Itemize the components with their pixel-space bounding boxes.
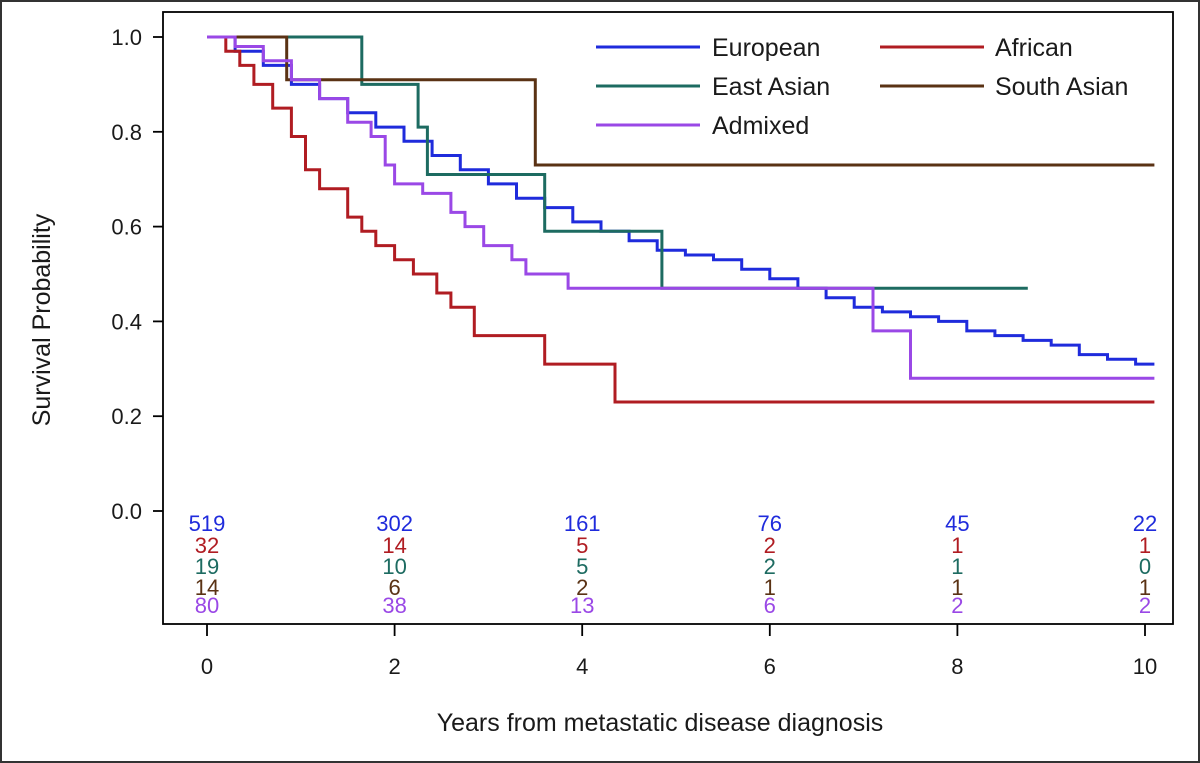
- series-line-african: [207, 35, 1155, 404]
- risk-count-african: 14: [382, 533, 406, 558]
- risk-count-admixed: 6: [764, 593, 776, 618]
- legend-label: East Asian: [712, 73, 830, 101]
- y-tick-label: 0.4: [111, 309, 142, 334]
- risk-count-european: 22: [1133, 511, 1157, 536]
- x-tick-label: 2: [388, 654, 400, 679]
- series-layer: [207, 35, 1155, 404]
- risk-count-south-asian: 1: [1139, 575, 1151, 600]
- risk-count-african: 1: [951, 533, 963, 558]
- y-tick-label: 0.6: [111, 215, 142, 240]
- legend-item-african: African: [880, 34, 1073, 62]
- risk-count-european: 161: [564, 511, 601, 536]
- risk-count-south-asian: 1: [951, 575, 963, 600]
- y-tick-label: 1.0: [111, 25, 142, 50]
- risk-count-european: 302: [376, 511, 413, 536]
- risk-count-east-asian: 5: [576, 554, 588, 579]
- y-axis: 0.0 0.2 0.4 0.6 0.8 1.0: [111, 25, 163, 524]
- risk-count-east-asian: 0: [1139, 554, 1151, 579]
- series-line-east-asian: [207, 35, 1028, 290]
- x-tick-label: 6: [764, 654, 776, 679]
- legend-item-admixed: Admixed: [596, 112, 809, 140]
- risk-count-admixed: 2: [1139, 593, 1151, 618]
- y-tick-label: 0.8: [111, 120, 142, 145]
- plot-frame: [162, 11, 1174, 625]
- x-axis-label: Years from metastatic disease diagnosis: [437, 709, 884, 737]
- risk-count-south-asian: 2: [576, 575, 588, 600]
- x-tick-label: 4: [576, 654, 588, 679]
- series-line-european: [207, 35, 1155, 366]
- legend-label: European: [712, 34, 820, 62]
- legend-label: South Asian: [995, 73, 1128, 101]
- risk-count-african: 32: [195, 533, 219, 558]
- series-line-admixed: [207, 35, 1155, 380]
- risk-count-east-asian: 10: [382, 554, 406, 579]
- risk-count-east-asian: 19: [195, 554, 219, 579]
- x-tick-label: 10: [1133, 654, 1157, 679]
- legend-label: Admixed: [712, 112, 809, 140]
- risk-count-african: 1: [1139, 533, 1151, 558]
- y-axis-label: Survival Probability: [28, 213, 56, 426]
- risk-count-african: 2: [764, 533, 776, 558]
- risk-count-european: 45: [945, 511, 969, 536]
- series-line-south-asian: [207, 35, 1155, 167]
- legend-item-south-asian: South Asian: [880, 73, 1128, 101]
- legend-item-european: European: [596, 34, 820, 62]
- y-tick-label: 0.0: [111, 499, 142, 524]
- risk-count-east-asian: 2: [764, 554, 776, 579]
- legend-item-east-asian: East Asian: [596, 73, 830, 101]
- risk-count-east-asian: 1: [951, 554, 963, 579]
- x-tick-label: 0: [201, 654, 213, 679]
- risk-count-admixed: 80: [195, 593, 219, 618]
- legend-label: African: [995, 34, 1073, 62]
- risk-count-south-asian: 6: [388, 575, 400, 600]
- risk-count-admixed: 38: [382, 593, 406, 618]
- y-tick-label: 0.2: [111, 404, 142, 429]
- x-tick-label: 8: [951, 654, 963, 679]
- risk-count-european: 76: [758, 511, 782, 536]
- risk-count-african: 5: [576, 533, 588, 558]
- risk-count-admixed: 13: [570, 593, 594, 618]
- risk-count-european: 519: [189, 511, 226, 536]
- legend: European African East Asian South Asian Admi…: [596, 34, 1128, 140]
- x-axis: 0 2 4 6 8 10: [201, 624, 1157, 679]
- risk-count-admixed: 2: [951, 593, 963, 618]
- risk-count-south-asian: 14: [195, 575, 219, 600]
- risk-count-south-asian: 1: [764, 575, 776, 600]
